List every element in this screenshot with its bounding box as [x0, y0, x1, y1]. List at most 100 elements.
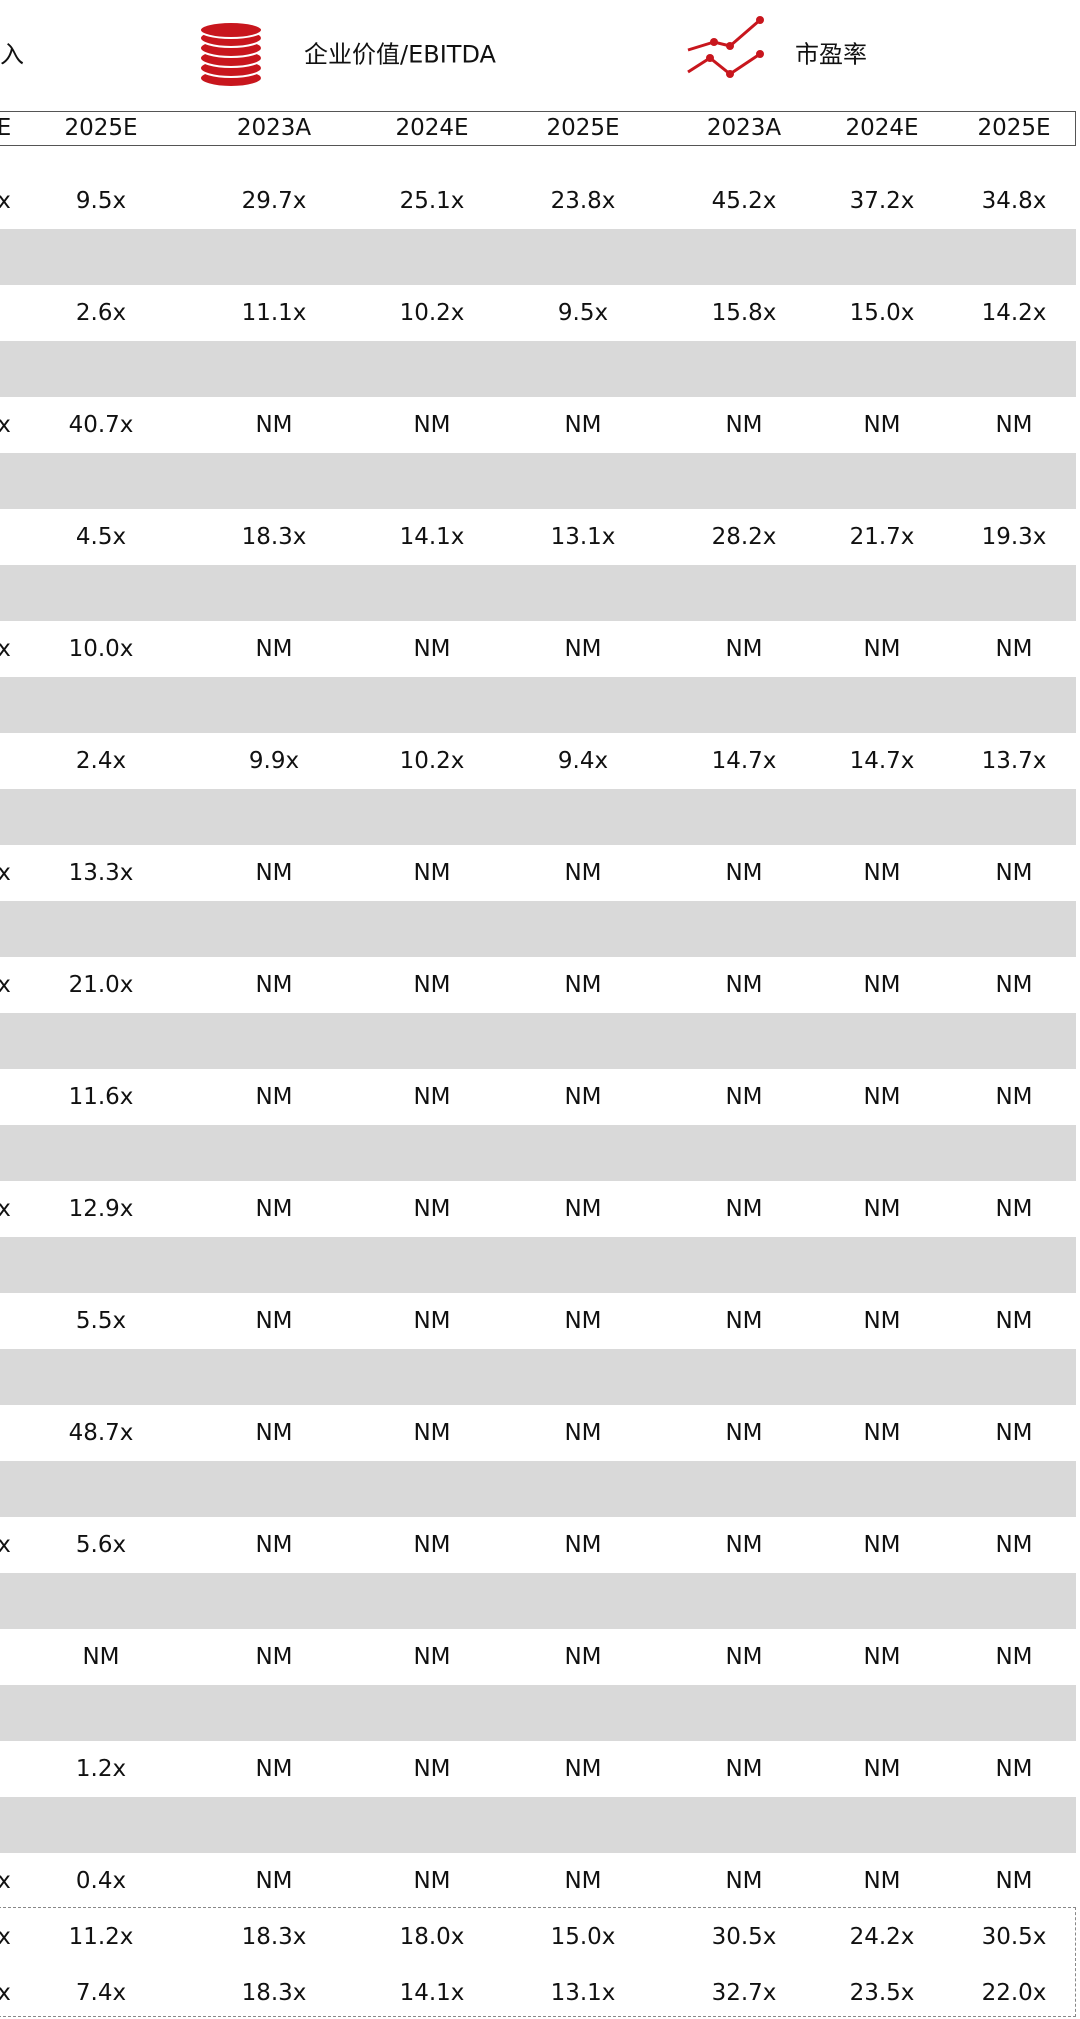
cell: NM [995, 971, 1033, 998]
cell: 18.0x [399, 1923, 465, 1950]
cell: 18.3x [241, 523, 307, 550]
cell: 21.7x [849, 523, 915, 550]
cell: NM [413, 971, 451, 998]
coins-icon [199, 21, 263, 88]
cell: x [0, 411, 11, 438]
cell: 7.4x [75, 1979, 127, 2006]
cell: 14.2x [981, 299, 1047, 326]
cell: 18.3x [241, 1923, 307, 1950]
cell: x [0, 1531, 11, 1558]
cell: NM [255, 1643, 293, 1670]
cell: 25.1x [399, 187, 465, 214]
cell: 14.1x [399, 1979, 465, 2006]
cell: 12.9x [68, 1195, 134, 1222]
cell: NM [725, 1867, 763, 1894]
cell: 30.5x [711, 1923, 777, 1950]
row-band [0, 900, 1076, 957]
cell: NM [863, 1531, 901, 1558]
cell: 32.7x [711, 1979, 777, 2006]
cell: NM [995, 1083, 1033, 1110]
cell: x [0, 1195, 11, 1222]
cell: NM [725, 859, 763, 886]
cell: NM [995, 1419, 1033, 1446]
cell: NM [995, 411, 1033, 438]
cell: 5.5x [75, 1307, 127, 1334]
group-label: 企业价值/EBITDA [304, 40, 496, 69]
cell: 13.7x [981, 747, 1047, 774]
cell: NM [255, 1531, 293, 1558]
cell: NM [413, 635, 451, 662]
cell: NM [863, 1419, 901, 1446]
cell: NM [863, 859, 901, 886]
cell: 10.2x [399, 747, 465, 774]
cell: NM [413, 1195, 451, 1222]
cell: x [0, 635, 11, 662]
cell: 11.1x [241, 299, 307, 326]
cell: NM [863, 1755, 901, 1782]
cell: NM [725, 1195, 763, 1222]
cell: 29.7x [241, 187, 307, 214]
cell: NM [995, 1755, 1033, 1782]
cell: 15.0x [849, 299, 915, 326]
header-box [0, 111, 1076, 146]
cell: NM [255, 635, 293, 662]
cell: NM [255, 1195, 293, 1222]
cell: 30.5x [981, 1923, 1047, 1950]
cell: NM [863, 1867, 901, 1894]
cell: NM [863, 971, 901, 998]
cell: NM [255, 1307, 293, 1334]
column-header: 2024E [395, 115, 469, 141]
column-header: 2023A [706, 115, 782, 141]
cell: NM [82, 1643, 120, 1670]
cell: NM [995, 1307, 1033, 1334]
row-band [0, 1012, 1076, 1069]
cell: NM [995, 1531, 1033, 1558]
cell: 1.2x [75, 1755, 127, 1782]
cell: NM [564, 1531, 602, 1558]
cell: NM [255, 1867, 293, 1894]
row-band [0, 1796, 1076, 1853]
cell: 11.2x [68, 1923, 134, 1950]
cell: x [0, 1979, 11, 2006]
cell: NM [725, 1643, 763, 1670]
cell: 23.5x [849, 1979, 915, 2006]
cell: 10.2x [399, 299, 465, 326]
cell: x [0, 187, 11, 214]
cell: NM [413, 1531, 451, 1558]
row-band [0, 564, 1076, 621]
cell: NM [995, 1867, 1033, 1894]
row-band [0, 676, 1076, 733]
cell: 14.7x [711, 747, 777, 774]
cell: 23.8x [550, 187, 616, 214]
cell: 13.1x [550, 523, 616, 550]
cell: 9.5x [557, 299, 609, 326]
cell: NM [413, 1083, 451, 1110]
cell: NM [413, 1419, 451, 1446]
cell: 9.9x [248, 747, 300, 774]
cell: NM [995, 859, 1033, 886]
cell: NM [255, 1083, 293, 1110]
cell: 21.0x [68, 971, 134, 998]
cell: x [0, 971, 11, 998]
cell: NM [863, 635, 901, 662]
cell: NM [564, 635, 602, 662]
row-band [0, 1236, 1076, 1293]
cell: NM [564, 411, 602, 438]
cell: 9.5x [75, 187, 127, 214]
cell: 2.4x [75, 747, 127, 774]
group-label: 入 [0, 40, 24, 69]
cell: NM [255, 971, 293, 998]
cell: NM [413, 1643, 451, 1670]
row-band [0, 1460, 1076, 1517]
cell: NM [255, 411, 293, 438]
cell: NM [995, 635, 1033, 662]
cell: NM [725, 1307, 763, 1334]
row-band [0, 452, 1076, 509]
cell: 11.6x [68, 1083, 134, 1110]
cell: 13.1x [550, 1979, 616, 2006]
cell: NM [255, 1755, 293, 1782]
cell: NM [255, 1419, 293, 1446]
row-band [0, 228, 1076, 285]
cell: x [0, 1867, 11, 1894]
row-band [0, 340, 1076, 397]
